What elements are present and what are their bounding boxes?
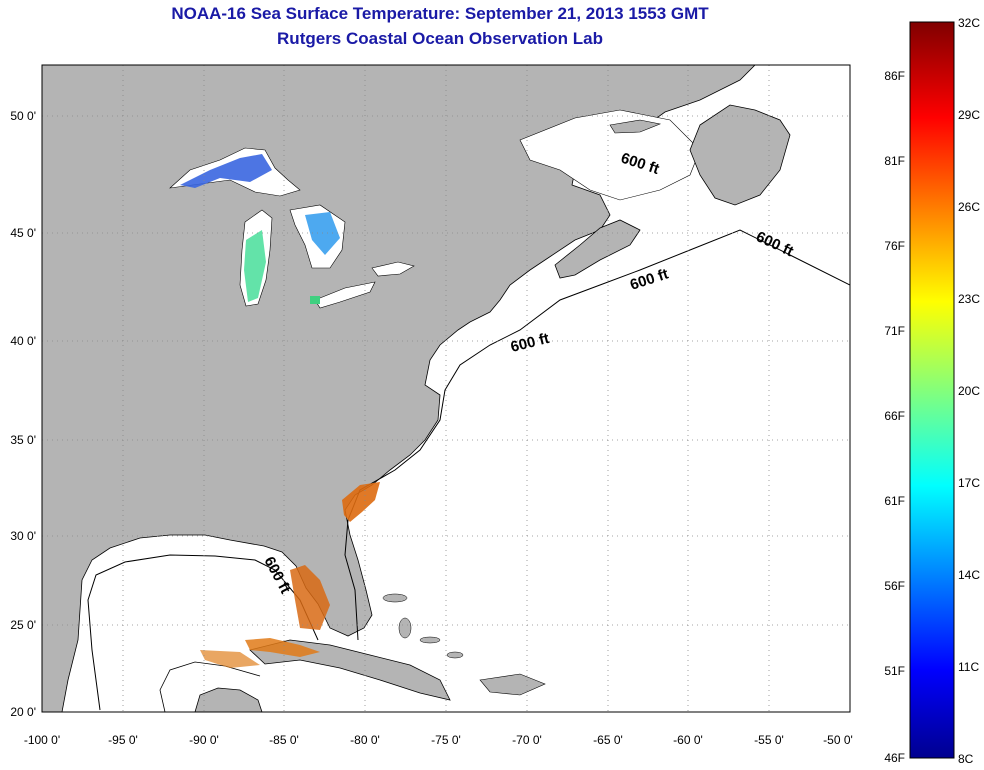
gulf-st-lawrence	[519, 109, 701, 201]
lat-label: 50 0'	[10, 109, 36, 123]
colorbar-c-label: 26C	[958, 200, 980, 214]
map-subtitle: Rutgers Coastal Ocean Observation Lab	[277, 29, 603, 48]
colorbar-c-label: 32C	[958, 16, 980, 30]
map-title: NOAA-16 Sea Surface Temperature: Septemb…	[171, 4, 709, 23]
lon-label: -55 0'	[754, 733, 784, 747]
lon-label: -100 0'	[24, 733, 60, 747]
colorbar-f-label: 76F	[884, 239, 905, 253]
lon-label: -85 0'	[269, 733, 299, 747]
colorbar-f-label: 81F	[884, 154, 905, 168]
lon-label: -95 0'	[108, 733, 138, 747]
colorbar-c-label: 29C	[958, 108, 980, 122]
nova-scotia-land	[554, 219, 641, 279]
lat-label: 45 0'	[10, 226, 36, 240]
colorbar-f-label: 71F	[884, 324, 905, 338]
lake-ontario	[371, 261, 415, 277]
lon-label: -75 0'	[431, 733, 461, 747]
lon-label: -60 0'	[673, 733, 703, 747]
hispaniola-land	[479, 673, 546, 696]
isobath-contour	[87, 229, 850, 711]
colorbar-c-label: 20C	[958, 384, 980, 398]
colorbar-f-label: 66F	[884, 409, 905, 423]
bahamas-islands	[382, 593, 464, 659]
yucatan-land	[194, 687, 263, 712]
sst-lake-patches	[180, 154, 340, 304]
lon-label: -70 0'	[512, 733, 542, 747]
colorbar-f-label: 61F	[884, 494, 905, 508]
colorbar-f-label: 86F	[884, 69, 905, 83]
colorbar-c-label: 14C	[958, 568, 980, 582]
lake-erie	[314, 281, 376, 309]
lat-label: 40 0'	[10, 334, 36, 348]
colorbar-c-label: 23C	[958, 292, 980, 306]
lon-label: -65 0'	[593, 733, 623, 747]
lat-label: 25 0'	[10, 618, 36, 632]
north-america-land	[42, 65, 756, 712]
colorbar-f-label: 56F	[884, 579, 905, 593]
newfoundland-land	[689, 104, 791, 206]
lon-label: -80 0'	[350, 733, 380, 747]
lat-label: 35 0'	[10, 433, 36, 447]
lon-label: -90 0'	[189, 733, 219, 747]
lat-label: 30 0'	[10, 529, 36, 543]
lat-label: 20 0'	[10, 705, 36, 719]
colorbar-c-label: 11C	[958, 660, 979, 674]
lon-label: -50 0'	[823, 733, 853, 747]
sst-warm-patches	[200, 482, 380, 668]
colorbar-c-label: 17C	[958, 476, 980, 490]
colorbar-f-label: 46F	[884, 751, 905, 765]
colorbar-c-label: 8C	[958, 752, 974, 766]
colorbar-f-label: 51F	[884, 664, 905, 678]
temperature-colorbar	[909, 21, 955, 759]
map-frame	[41, 64, 851, 713]
anticosti-land	[609, 119, 662, 134]
